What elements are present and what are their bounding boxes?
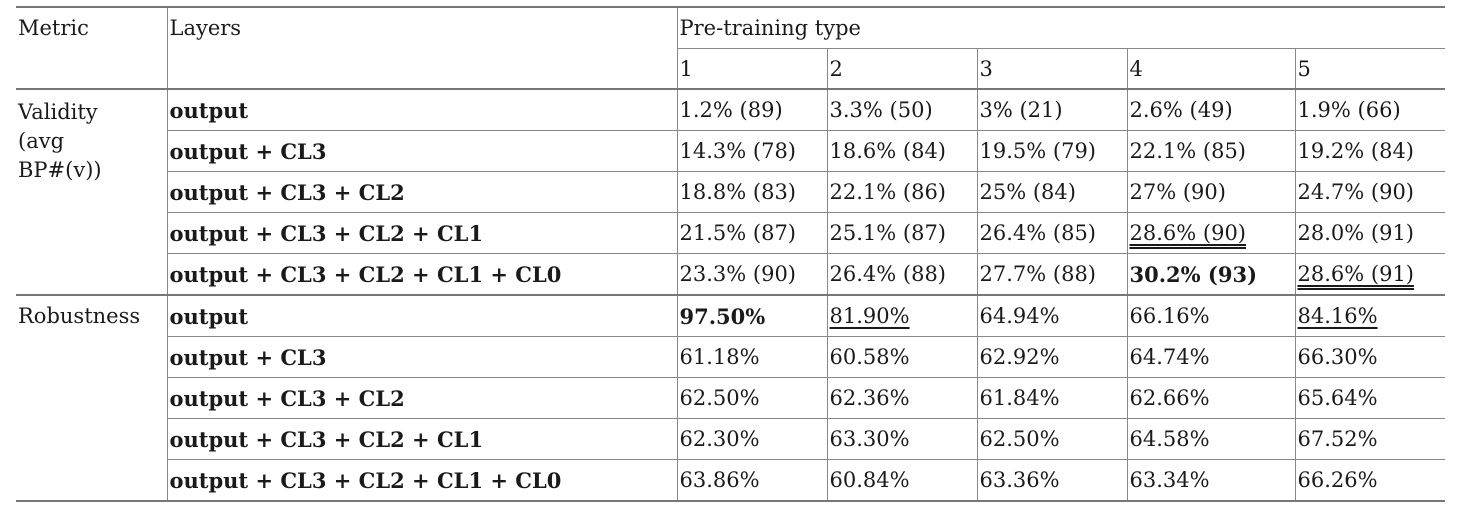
validity-label-line: BP#(v)) xyxy=(18,158,102,182)
layer-cell: output xyxy=(166,88,677,131)
value-cell: 18.6% (84) xyxy=(826,130,977,172)
layer-cell: output + CL3 xyxy=(166,336,677,378)
type-header-5: 5 xyxy=(1294,48,1445,89)
value-cell: 64.74% xyxy=(1126,336,1295,378)
table-row: output + CL3 61.18% 60.58% 62.92% 64.74%… xyxy=(16,336,1445,378)
value-cell: 23.3% (90) xyxy=(676,253,827,295)
value-cell: 21.5% (87) xyxy=(676,212,827,254)
value-cell: 66.30% xyxy=(1294,336,1445,378)
table-row: output + CL3 + CL2 18.8% (83) 22.1% (86)… xyxy=(16,171,1445,213)
value-cell: 24.7% (90) xyxy=(1294,171,1445,213)
value-cell: 61.84% xyxy=(976,377,1127,419)
table-row: output + CL3 + CL2 62.50% 62.36% 61.84% … xyxy=(16,377,1445,419)
value-cell: 19.2% (84) xyxy=(1294,130,1445,172)
value-cell: 62.50% xyxy=(976,418,1127,460)
value-cell: 62.30% xyxy=(676,418,827,460)
value-cell: 81.90% xyxy=(826,294,977,337)
value-cell: 63.36% xyxy=(976,459,1127,502)
table-row: output + CL3 + CL2 + CL1 62.30% 63.30% 6… xyxy=(16,418,1445,460)
value-cell: 2.6% (49) xyxy=(1126,88,1295,131)
header-row-1: Metric Layers Pre-training type xyxy=(16,6,1445,89)
table-row: output + CL3 + CL2 + CL1 + CL0 23.3% (90… xyxy=(16,253,1445,295)
type-header-2: 2 xyxy=(826,48,977,89)
value-cell: 28.6% (91) xyxy=(1294,253,1445,295)
layer-cell: output + CL3 + CL2 + CL1 + CL0 xyxy=(166,459,677,502)
value-cell: 26.4% (85) xyxy=(976,212,1127,254)
value-cell: 3% (21) xyxy=(976,88,1127,131)
table-row: output + CL3 14.3% (78) 18.6% (84) 19.5%… xyxy=(16,130,1445,172)
type-header-3: 3 xyxy=(976,48,1127,89)
value-cell: 62.66% xyxy=(1126,377,1295,419)
value-cell: 65.64% xyxy=(1294,377,1445,419)
results-table: Metric Layers Pre-training type 1 2 3 4 … xyxy=(16,6,1445,502)
value-cell: 62.92% xyxy=(976,336,1127,378)
table-row: output + CL3 + CL2 + CL1 21.5% (87) 25.1… xyxy=(16,212,1445,254)
value-cell: 14.3% (78) xyxy=(676,130,827,172)
value-cell: 66.16% xyxy=(1126,294,1295,337)
layers-header: Layers xyxy=(166,6,677,89)
value-cell: 84.16% xyxy=(1294,294,1445,337)
robustness-metric-label: Robustness xyxy=(16,294,167,502)
layer-cell: output + CL3 xyxy=(166,130,677,172)
value-cell: 1.2% (89) xyxy=(676,88,827,131)
value-cell: 25% (84) xyxy=(976,171,1127,213)
table-row: output + CL3 + CL2 + CL1 + CL0 63.86% 60… xyxy=(16,459,1445,502)
value-cell: 63.34% xyxy=(1126,459,1295,502)
layer-cell: output + CL3 + CL2 + CL1 + CL0 xyxy=(166,253,677,295)
value-cell: 61.18% xyxy=(676,336,827,378)
layer-cell: output xyxy=(166,294,677,337)
value-cell: 67.52% xyxy=(1294,418,1445,460)
type-header-4: 4 xyxy=(1126,48,1295,89)
value-cell: 60.58% xyxy=(826,336,977,378)
layer-cell: output + CL3 + CL2 + CL1 xyxy=(166,418,677,460)
value-cell: 28.6% (90) xyxy=(1126,212,1295,254)
value-cell: 63.86% xyxy=(676,459,827,502)
value-cell: 64.58% xyxy=(1126,418,1295,460)
value-cell: 60.84% xyxy=(826,459,977,502)
value-cell: 66.26% xyxy=(1294,459,1445,502)
value-cell: 25.1% (87) xyxy=(826,212,977,254)
value-cell: 3.3% (50) xyxy=(826,88,977,131)
validity-label-line: Validity xyxy=(18,100,98,124)
value-cell: 62.50% xyxy=(676,377,827,419)
value-cell: 64.94% xyxy=(976,294,1127,337)
value-cell: 22.1% (85) xyxy=(1126,130,1295,172)
layer-cell: output + CL3 + CL2 xyxy=(166,377,677,419)
type-header-1: 1 xyxy=(676,48,827,89)
value-cell: 27.7% (88) xyxy=(976,253,1127,295)
table-row: Validity (avg BP#(v)) output 1.2% (89) 3… xyxy=(16,88,1445,295)
header-row-2: 1 2 3 4 5 xyxy=(16,48,1445,89)
pretraining-type-header: Pre-training type xyxy=(676,6,1445,49)
value-cell: 97.50% xyxy=(676,294,827,337)
value-cell: 27% (90) xyxy=(1126,171,1295,213)
value-cell: 19.5% (79) xyxy=(976,130,1127,172)
value-cell: 62.36% xyxy=(826,377,977,419)
validity-metric-label: Validity (avg BP#(v)) xyxy=(16,88,167,295)
table-row: Robustness output 97.50% 81.90% 64.94% 6… xyxy=(16,294,1445,502)
layer-cell: output + CL3 + CL2 + CL1 xyxy=(166,212,677,254)
value-cell: 28.0% (91) xyxy=(1294,212,1445,254)
value-cell: 30.2% (93) xyxy=(1126,253,1295,295)
metric-header: Metric xyxy=(16,6,167,89)
value-cell: 26.4% (88) xyxy=(826,253,977,295)
validity-label-line: (avg xyxy=(18,129,65,153)
value-cell: 1.9% (66) xyxy=(1294,88,1445,131)
layer-cell: output + CL3 + CL2 xyxy=(166,171,677,213)
value-cell: 22.1% (86) xyxy=(826,171,977,213)
value-cell: 63.30% xyxy=(826,418,977,460)
value-cell: 18.8% (83) xyxy=(676,171,827,213)
